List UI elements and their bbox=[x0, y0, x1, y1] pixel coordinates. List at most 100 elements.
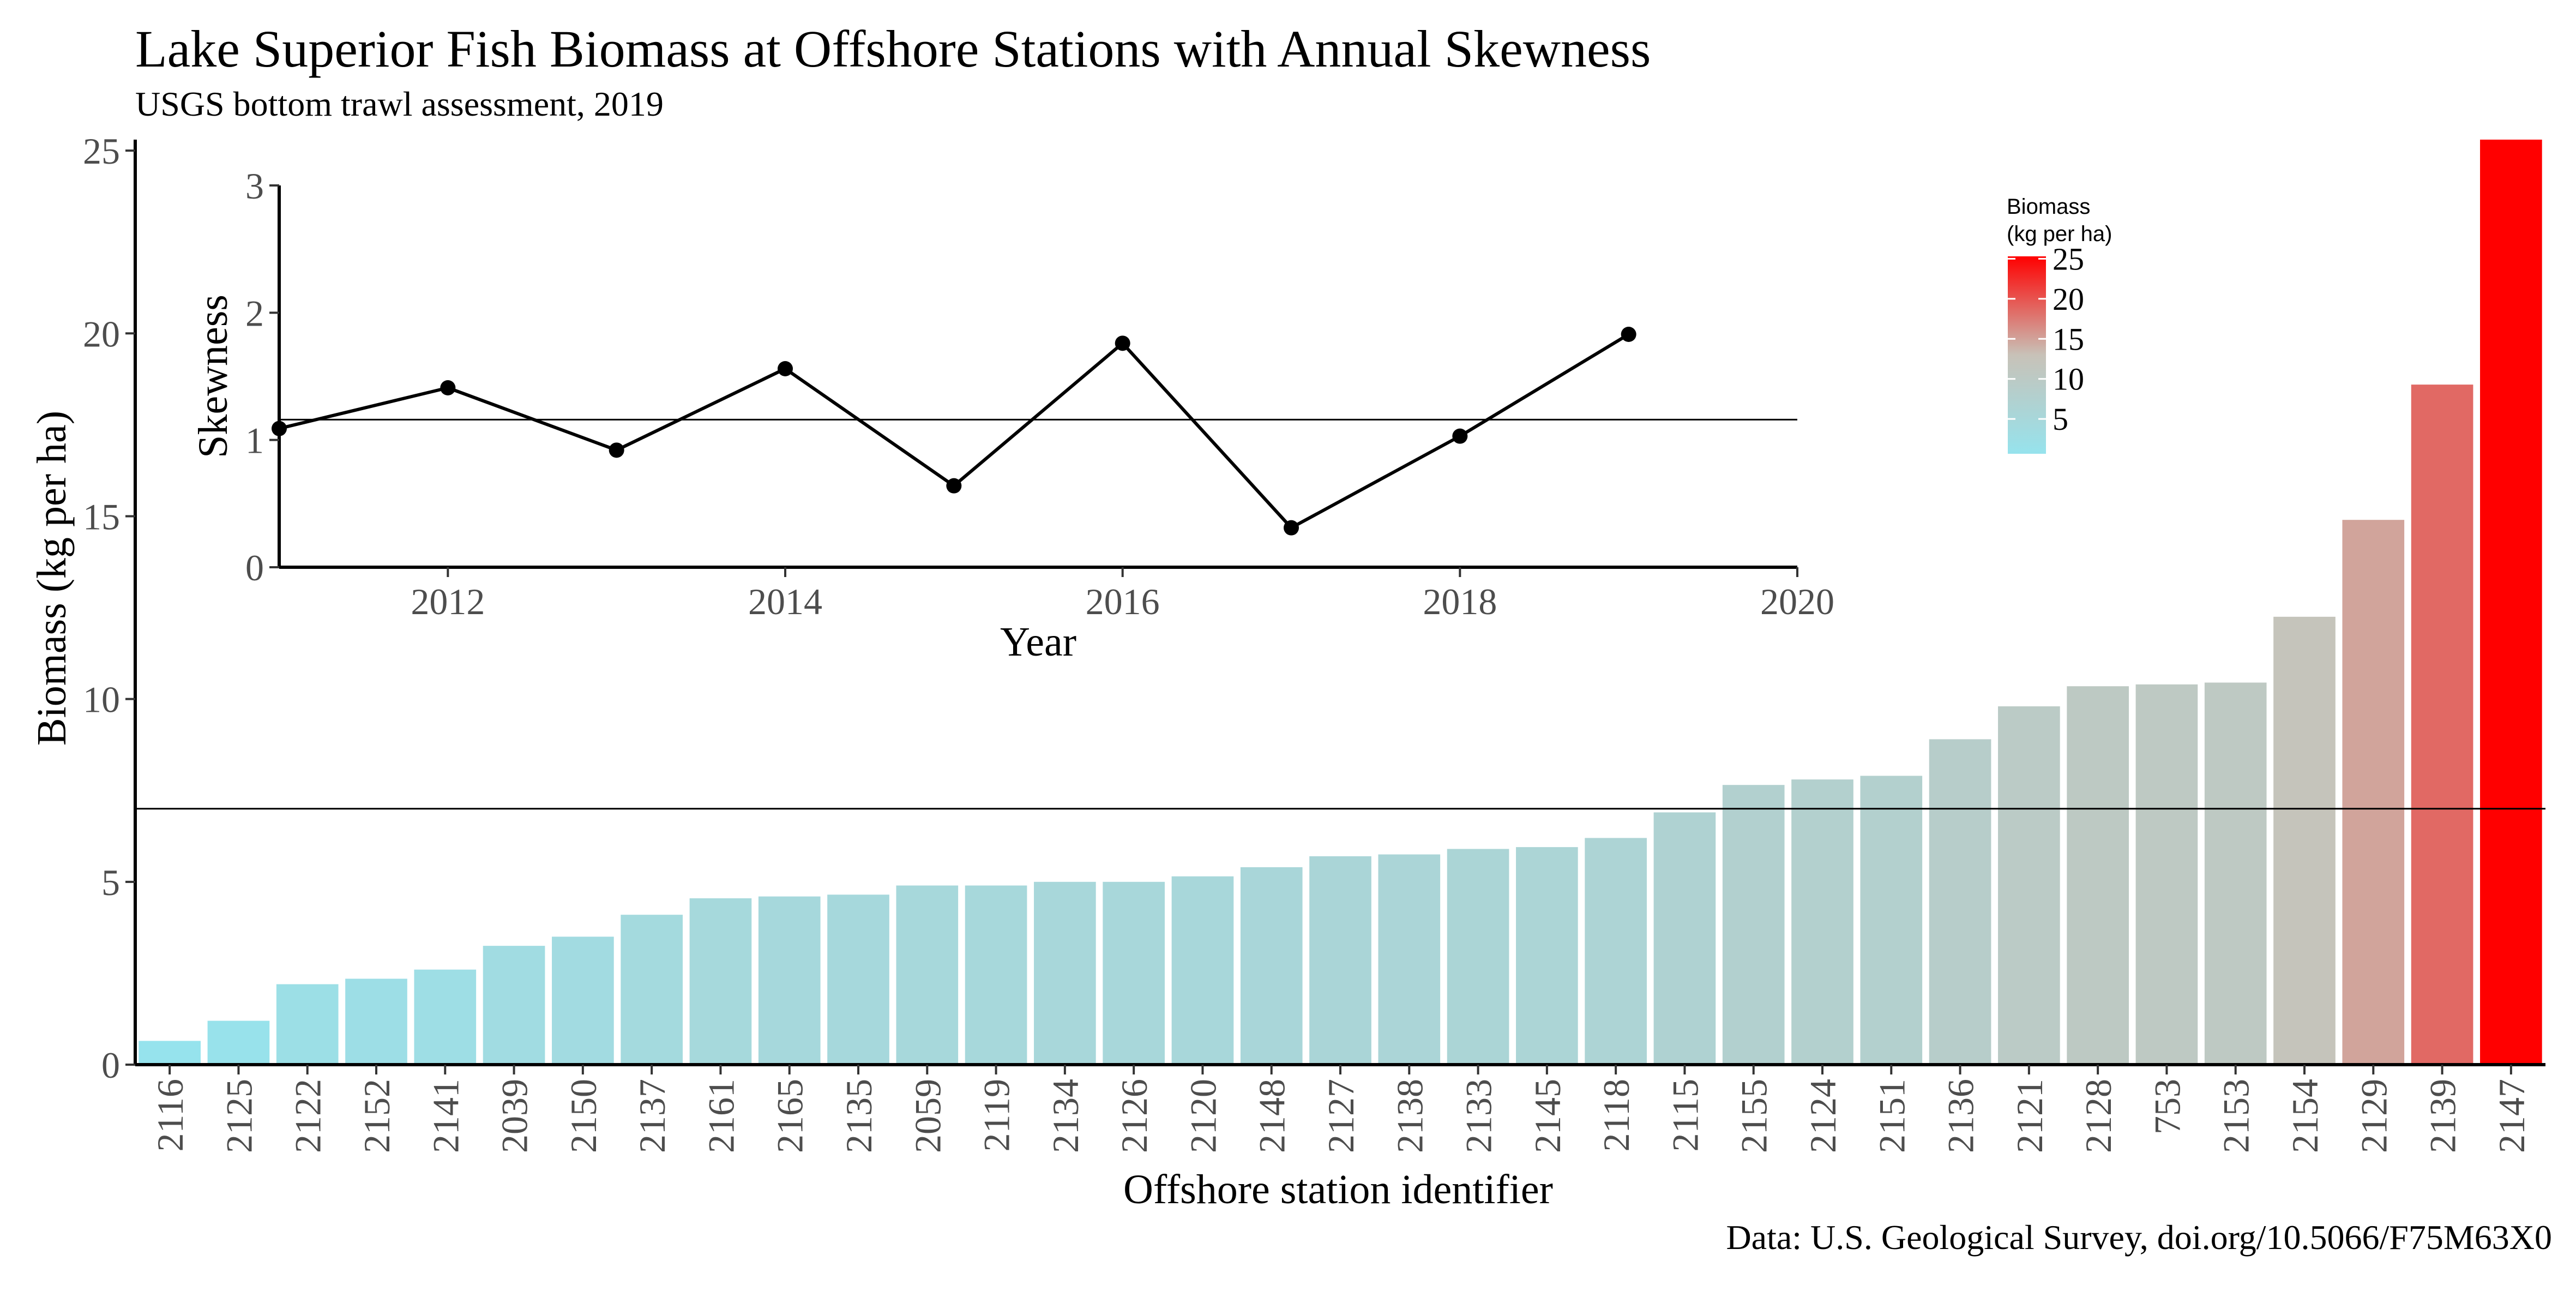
bar-x-tick-label: 2155 bbox=[1734, 1079, 1775, 1153]
bar-x-tick-label: 2119 bbox=[976, 1079, 1018, 1151]
chart-caption: Data: U.S. Geological Survey, doi.org/10… bbox=[1726, 1218, 2552, 1257]
bar-2124 bbox=[1791, 779, 1853, 1065]
legend-tick-label: 15 bbox=[2053, 321, 2084, 357]
bar-2118 bbox=[1585, 838, 1647, 1065]
bar-x-tick-label: 2145 bbox=[1527, 1079, 1568, 1153]
legend-tick-label: 25 bbox=[2053, 241, 2084, 277]
bar-2138 bbox=[1378, 854, 1441, 1065]
bar-x-tick-label: 2150 bbox=[563, 1079, 604, 1153]
legend-tick-label: 5 bbox=[2053, 401, 2068, 437]
bar-2116 bbox=[139, 1041, 201, 1065]
legend-title-line-2: (kg per ha) bbox=[2007, 222, 2112, 246]
bar-x-tick-label: 2138 bbox=[1389, 1079, 1430, 1153]
legend-title-line-1: Biomass bbox=[2007, 195, 2090, 219]
bar-2137 bbox=[621, 915, 683, 1065]
bar-x-tick-label: 753 bbox=[2146, 1079, 2188, 1134]
legend-colorbar bbox=[2008, 256, 2046, 454]
bar-2125 bbox=[207, 1020, 270, 1065]
inset-x-tick-label: 2014 bbox=[748, 581, 822, 622]
bar-x-tick-label: 2124 bbox=[1802, 1079, 1844, 1153]
bar-x-tick-label: 2125 bbox=[218, 1079, 260, 1153]
bar-x-tick-label: 2039 bbox=[494, 1079, 535, 1153]
bar-2148 bbox=[1240, 867, 1303, 1065]
skewness-point-2013 bbox=[609, 442, 624, 458]
bar-x-tick-label: 2116 bbox=[149, 1079, 191, 1151]
bar-2126 bbox=[1103, 881, 1165, 1065]
bar-2120 bbox=[1171, 876, 1234, 1065]
inset-y-axis-label: Skewness bbox=[190, 295, 236, 458]
skewness-point-2019 bbox=[1621, 327, 1636, 342]
bar-x-tick-label: 2165 bbox=[769, 1079, 811, 1153]
bar-2039 bbox=[483, 946, 545, 1065]
bar-x-tick-label: 2059 bbox=[907, 1079, 948, 1153]
bar-y-tick-label: 0 bbox=[101, 1044, 120, 1086]
bar-2119 bbox=[965, 885, 1027, 1065]
bar-2128 bbox=[2067, 686, 2129, 1065]
bar-x-tick-label: 2161 bbox=[700, 1079, 742, 1153]
bar-2153 bbox=[2204, 682, 2267, 1065]
bar-x-tick-label: 2141 bbox=[425, 1079, 466, 1153]
skewness-point-2017 bbox=[1284, 520, 1299, 536]
bar-2145 bbox=[1516, 847, 1578, 1065]
bar-x-tick-label: 2153 bbox=[2216, 1079, 2257, 1153]
bar-x-tick-label: 2126 bbox=[1114, 1079, 1155, 1153]
bar-x-tick-label: 2129 bbox=[2353, 1079, 2394, 1153]
bar-x-tick-label: 2118 bbox=[1596, 1079, 1637, 1151]
bar-y-axis-label: Biomass (kg per ha) bbox=[29, 411, 75, 746]
bar-2129 bbox=[2342, 520, 2405, 1065]
inset-x-tick-label: 2016 bbox=[1086, 581, 1160, 622]
inset-x-tick-label: 2012 bbox=[411, 581, 485, 622]
legend-tick-label: 10 bbox=[2053, 362, 2084, 397]
skewness-point-2018 bbox=[1452, 428, 1468, 444]
bar-x-tick-label: 2133 bbox=[1458, 1079, 1500, 1153]
bar-2150 bbox=[552, 936, 614, 1065]
bar-753 bbox=[2135, 684, 2198, 1065]
skewness-point-2014 bbox=[778, 361, 793, 376]
inset-y-tick-label: 2 bbox=[245, 292, 264, 334]
skewness-point-2012 bbox=[440, 380, 456, 395]
bar-x-tick-label: 2151 bbox=[1871, 1079, 1912, 1153]
skewness-point-2015 bbox=[946, 478, 962, 494]
bar-y-tick-label: 20 bbox=[83, 313, 120, 355]
bar-y-tick-label: 10 bbox=[83, 679, 120, 720]
inset-line-chart: Skewness Year 0 1 2 3 2012 2014 2016 2018 2020 bbox=[190, 165, 1834, 665]
bar-x-tick-label: 2136 bbox=[1940, 1079, 1982, 1153]
bar-x-tick-label: 2137 bbox=[631, 1079, 673, 1153]
skewness-point-2011 bbox=[272, 421, 287, 436]
bar-2134 bbox=[1034, 881, 1096, 1065]
bar-x-tick-label: 2120 bbox=[1182, 1079, 1224, 1153]
bar-2133 bbox=[1447, 849, 1509, 1065]
bar-2059 bbox=[896, 885, 959, 1065]
skewness-point-2016 bbox=[1115, 335, 1130, 351]
bar-2121 bbox=[1998, 706, 2060, 1065]
chart-subtitle: USGS bottom trawl assessment, 2019 bbox=[135, 85, 664, 123]
bar-x-tick-label: 2147 bbox=[2491, 1079, 2532, 1153]
bar-y-tick-label: 5 bbox=[101, 862, 120, 903]
bar-x-tick-label: 2152 bbox=[356, 1079, 398, 1153]
bar-2151 bbox=[1860, 776, 1923, 1065]
inset-x-tick-label: 2020 bbox=[1760, 581, 1834, 622]
bar-x-tick-label: 2148 bbox=[1251, 1079, 1293, 1153]
bar-y-tick-label: 15 bbox=[83, 496, 120, 537]
bar-x-tick-label: 2122 bbox=[287, 1079, 329, 1153]
bar-x-tick-label: 2134 bbox=[1045, 1079, 1086, 1153]
bar-2154 bbox=[2273, 616, 2336, 1065]
bar-2127 bbox=[1309, 856, 1371, 1065]
bar-x-tick-label: 2127 bbox=[1320, 1079, 1362, 1153]
bar-2135 bbox=[827, 894, 889, 1065]
bar-x-axis-label: Offshore station identifier bbox=[1123, 1167, 1553, 1212]
bar-2141 bbox=[414, 969, 477, 1065]
chart-title: Lake Superior Fish Biomass at Offshore S… bbox=[135, 20, 1651, 78]
inset-y-tick-label: 0 bbox=[245, 547, 264, 589]
bar-x-tick-label: 2135 bbox=[838, 1079, 880, 1153]
bar-x-tick-label: 2139 bbox=[2422, 1079, 2464, 1153]
inset-x-axis-label: Year bbox=[1000, 619, 1076, 665]
bar-2147 bbox=[2480, 140, 2542, 1065]
bar-chart: Biomass (kg per ha) Offshore station ide… bbox=[29, 130, 2545, 1212]
bar-2165 bbox=[758, 896, 821, 1065]
bar-y-tick-label: 25 bbox=[83, 130, 120, 172]
bar-2136 bbox=[1929, 739, 1991, 1065]
bar-x-tick-label: 2128 bbox=[2078, 1079, 2119, 1153]
